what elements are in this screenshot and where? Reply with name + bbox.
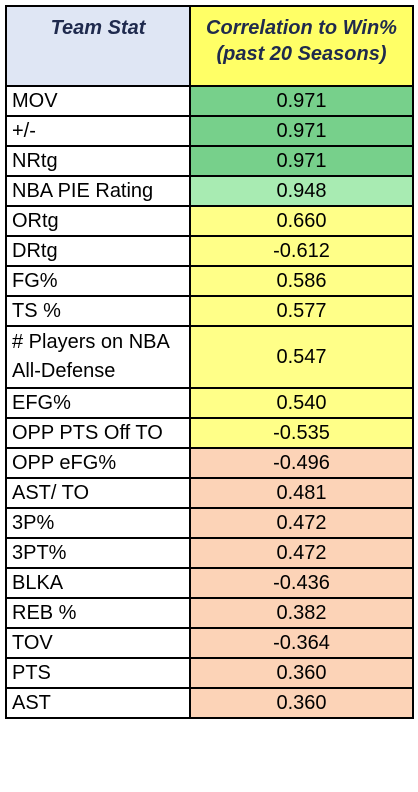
value-cell: 0.481 <box>189 477 414 509</box>
stat-cell: OPP eFG% <box>5 447 191 479</box>
correlation-table: Team Stat Correlation to Win% (past 20 S… <box>5 5 414 719</box>
table-row: REB % 0.382 <box>5 597 414 629</box>
value-cell: 0.360 <box>189 657 414 689</box>
value-cell: 0.360 <box>189 687 414 719</box>
correlation-header: Correlation to Win% (past 20 Seasons) <box>189 5 414 87</box>
value-cell: -0.612 <box>189 235 414 267</box>
table-row: # Players on NBA All-Defense 0.547 <box>5 325 414 389</box>
stat-cell: NBA PIE Rating <box>5 175 191 207</box>
table-row: +/- 0.971 <box>5 115 414 147</box>
table-row: MOV 0.971 <box>5 85 414 117</box>
header-row: Team Stat Correlation to Win% (past 20 S… <box>5 5 414 87</box>
stat-cell: DRtg <box>5 235 191 267</box>
value-cell: -0.535 <box>189 417 414 449</box>
value-cell: -0.364 <box>189 627 414 659</box>
value-cell: 0.577 <box>189 295 414 327</box>
table-row: OPP PTS Off TO -0.535 <box>5 417 414 449</box>
stat-cell: REB % <box>5 597 191 629</box>
table-row: 3P% 0.472 <box>5 507 414 539</box>
correlation-header-line2: (past 20 Seasons) <box>216 43 387 65</box>
value-cell: 0.586 <box>189 265 414 297</box>
table-row: 3PT% 0.472 <box>5 537 414 569</box>
stat-cell: TOV <box>5 627 191 659</box>
table-row: AST/ TO 0.481 <box>5 477 414 509</box>
team-stat-header: Team Stat <box>5 5 191 87</box>
value-cell: 0.547 <box>189 325 414 389</box>
value-cell: -0.436 <box>189 567 414 599</box>
table-row: NBA PIE Rating 0.948 <box>5 175 414 207</box>
stat-cell: # Players on NBA All-Defense <box>5 325 191 389</box>
stat-cell-line2: All-Defense <box>12 360 116 382</box>
stat-cell: FG% <box>5 265 191 297</box>
stat-cell: AST <box>5 687 191 719</box>
table-row: NRtg 0.971 <box>5 145 414 177</box>
stat-cell: ORtg <box>5 205 191 237</box>
value-cell: 0.971 <box>189 145 414 177</box>
table-row: TS % 0.577 <box>5 295 414 327</box>
table-row: OPP eFG% -0.496 <box>5 447 414 479</box>
value-cell: 0.472 <box>189 507 414 539</box>
table-row: AST 0.360 <box>5 687 414 719</box>
stat-cell: AST/ TO <box>5 477 191 509</box>
value-cell: 0.948 <box>189 175 414 207</box>
value-cell: 0.971 <box>189 85 414 117</box>
value-cell: -0.496 <box>189 447 414 479</box>
value-cell: 0.971 <box>189 115 414 147</box>
stat-cell: MOV <box>5 85 191 117</box>
value-cell: 0.472 <box>189 537 414 569</box>
stat-cell: TS % <box>5 295 191 327</box>
value-cell: 0.382 <box>189 597 414 629</box>
table-row: FG% 0.586 <box>5 265 414 297</box>
value-cell: 0.540 <box>189 387 414 419</box>
stat-cell: OPP PTS Off TO <box>5 417 191 449</box>
table-row: TOV -0.364 <box>5 627 414 659</box>
stat-cell: 3PT% <box>5 537 191 569</box>
table-row: DRtg -0.612 <box>5 235 414 267</box>
value-cell: 0.660 <box>189 205 414 237</box>
stat-cell: EFG% <box>5 387 191 419</box>
stat-cell: PTS <box>5 657 191 689</box>
table-row: ORtg 0.660 <box>5 205 414 237</box>
stat-cell-line1: # Players on NBA <box>12 331 170 353</box>
stat-cell: +/- <box>5 115 191 147</box>
stat-cell: NRtg <box>5 145 191 177</box>
correlation-table-container: Team Stat Correlation to Win% (past 20 S… <box>5 5 414 719</box>
stat-cell: 3P% <box>5 507 191 539</box>
correlation-header-line1: Correlation to Win% <box>206 17 397 39</box>
table-row: PTS 0.360 <box>5 657 414 689</box>
table-row: BLKA -0.436 <box>5 567 414 599</box>
stat-cell: BLKA <box>5 567 191 599</box>
table-row: EFG% 0.540 <box>5 387 414 419</box>
